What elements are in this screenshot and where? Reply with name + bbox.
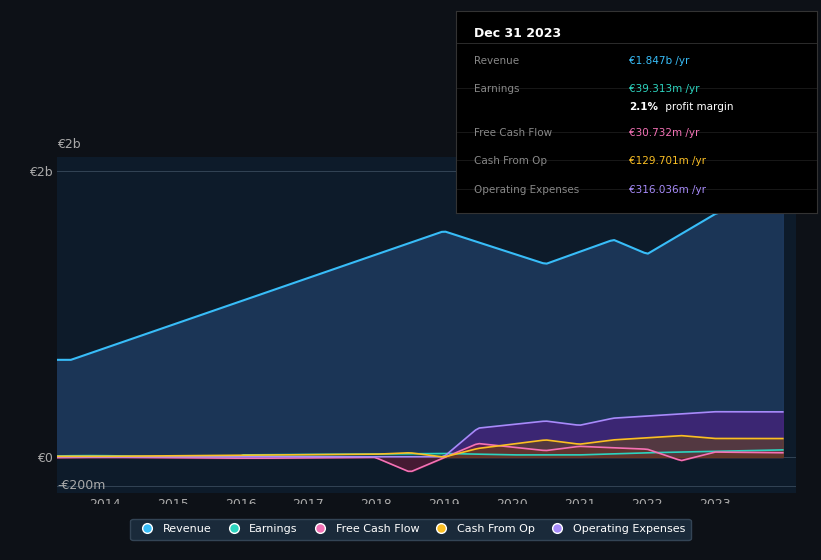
Text: €129.701m /yr: €129.701m /yr [629,156,706,166]
Text: €39.313m /yr: €39.313m /yr [629,84,699,94]
Text: Earnings: Earnings [474,84,519,94]
Text: profit margin: profit margin [662,102,733,112]
Legend: Revenue, Earnings, Free Cash Flow, Cash From Op, Operating Expenses: Revenue, Earnings, Free Cash Flow, Cash … [131,519,690,540]
Text: €2b: €2b [57,138,81,151]
Text: €316.036m /yr: €316.036m /yr [629,185,706,194]
Text: Free Cash Flow: Free Cash Flow [474,128,552,138]
Text: €1.847b /yr: €1.847b /yr [629,55,690,66]
Text: Operating Expenses: Operating Expenses [474,185,579,194]
Text: 2.1%: 2.1% [629,102,658,112]
Text: €30.732m /yr: €30.732m /yr [629,128,699,138]
Text: -€200m: -€200m [57,479,106,492]
Text: Dec 31 2023: Dec 31 2023 [474,27,561,40]
Text: Cash From Op: Cash From Op [474,156,547,166]
Text: Revenue: Revenue [474,55,519,66]
